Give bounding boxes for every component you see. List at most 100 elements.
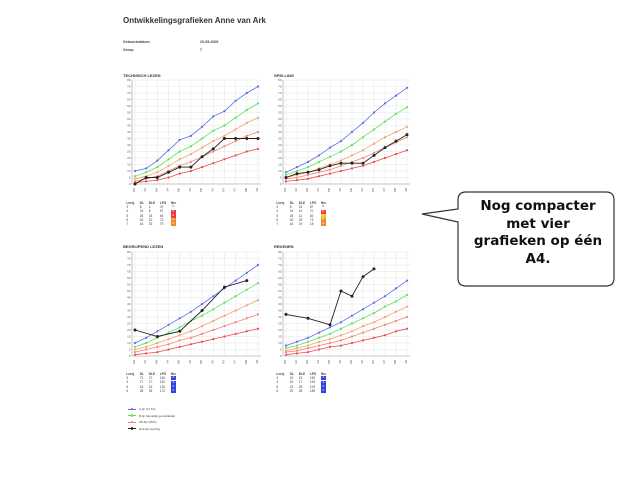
data-point-red <box>372 160 376 163</box>
y-tick-label: 50 <box>127 289 131 293</box>
y-tick-label: 5 <box>129 176 131 180</box>
series-line-red <box>134 148 259 184</box>
legend-item: Oft-lijn (25%) <box>128 419 175 426</box>
data-point-salmon <box>145 348 148 351</box>
data-point-salmon <box>167 343 170 346</box>
data-point-red <box>394 153 398 156</box>
data-point-orange <box>145 345 148 348</box>
data-point-green <box>405 106 409 109</box>
table-cell: 5 <box>126 213 129 218</box>
data-point-orange <box>350 154 354 157</box>
x-tick-label: M4 <box>305 188 309 192</box>
legend-label: B-Ijn (landelijk gemiddelde) <box>139 413 176 418</box>
table-cell: 17 <box>148 380 153 385</box>
level-badge: D <box>320 205 326 210</box>
y-tick-label: 60 <box>278 104 282 108</box>
level-badge: A <box>320 388 326 393</box>
data-point-orange <box>405 125 409 128</box>
data-point-student <box>211 147 215 151</box>
table-row: 6 30 20 73 D <box>124 218 179 222</box>
y-tick-label: 15 <box>278 335 282 339</box>
data-point-orange <box>383 315 387 319</box>
table-header: LPS <box>159 201 167 205</box>
table-cell: 10 <box>298 209 303 214</box>
data-point-blue <box>178 138 181 141</box>
y-tick-label: 55 <box>127 111 131 115</box>
data-point-salmon <box>339 339 343 342</box>
data-point-red <box>284 353 288 356</box>
table-header: DL <box>139 372 144 376</box>
data-point-salmon <box>405 315 409 319</box>
data-point-student <box>339 289 343 293</box>
table-cell: 17 <box>298 380 303 385</box>
table-cell: 25 <box>298 217 303 222</box>
data-point-green <box>372 128 376 131</box>
y-tick-label: 10 <box>278 169 282 173</box>
data-point-green <box>212 129 215 132</box>
x-tick-label: E8 <box>404 188 408 192</box>
data-point-red <box>372 336 376 339</box>
x-tick-label: M4 <box>305 360 309 364</box>
table-row: 3 8 15 87 D <box>274 205 329 210</box>
x-tick-label: E6 <box>360 188 364 192</box>
data-point-red <box>361 164 365 167</box>
y-tick-label: 70 <box>127 91 131 95</box>
table-row: 7 44 33 79 D <box>124 222 179 227</box>
y-tick-label: 25 <box>127 150 131 154</box>
y-tick-label: 50 <box>127 117 131 121</box>
data-point-orange <box>245 304 248 307</box>
y-tick-label: 55 <box>278 283 282 287</box>
y-tick-label: 40 <box>127 130 131 134</box>
table-cell: 67 <box>159 209 164 214</box>
data-point-salmon <box>383 323 387 326</box>
x-tick-label: E3 <box>294 360 298 364</box>
data-point-salmon <box>234 140 237 143</box>
data-point-blue <box>405 279 409 282</box>
data-point-salmon <box>212 328 215 332</box>
data-point-red <box>200 340 204 343</box>
data-point-orange <box>212 140 215 143</box>
data-point-green <box>133 175 137 178</box>
data-point-orange <box>200 325 204 328</box>
table-cell: 30 <box>139 217 144 222</box>
table-row: 6 30 25 73 D <box>274 218 329 222</box>
level-badge: A <box>170 384 176 389</box>
table-header: Niv. <box>320 372 327 376</box>
data-point-red <box>306 177 310 180</box>
table-row: 5 18 15 130 A <box>124 385 179 389</box>
y-tick-label: 80 <box>127 78 131 82</box>
x-tick-label: E6 <box>210 360 214 364</box>
data-point-salmon <box>328 341 332 345</box>
data-point-orange <box>245 121 248 124</box>
data-point-red <box>245 330 248 333</box>
x-tick-label: M8 <box>393 188 397 192</box>
data-point-blue <box>200 125 204 128</box>
data-point-blue <box>361 121 365 124</box>
data-point-blue <box>256 85 260 88</box>
level-badge: D <box>320 217 326 222</box>
table-cell: 47 <box>159 205 164 210</box>
data-point-student <box>155 176 159 179</box>
data-point-green <box>256 282 260 285</box>
y-tick-label: 40 <box>278 302 282 306</box>
y-tick-label: 75 <box>127 257 131 261</box>
legend-marker <box>128 414 136 417</box>
table-cell: 25 <box>298 384 303 389</box>
table-header: Leerj. <box>276 372 285 376</box>
data-point-student <box>155 335 159 338</box>
data-point-red <box>145 180 148 183</box>
table-header: DL <box>139 201 144 205</box>
y-tick-label: 35 <box>127 309 131 313</box>
data-point-green <box>328 332 332 335</box>
data-point-green <box>328 155 332 158</box>
y-tick-label: 75 <box>127 85 131 89</box>
data-point-student <box>361 161 365 165</box>
data-point-green <box>306 166 310 169</box>
table-cell: 64 <box>159 213 164 218</box>
data-point-green <box>234 116 237 119</box>
table-cell: 87 <box>309 205 314 210</box>
data-point-student <box>256 137 260 140</box>
data-point-green <box>167 158 170 161</box>
table-header: Niv. <box>170 372 177 376</box>
level-badge: D <box>320 209 326 214</box>
